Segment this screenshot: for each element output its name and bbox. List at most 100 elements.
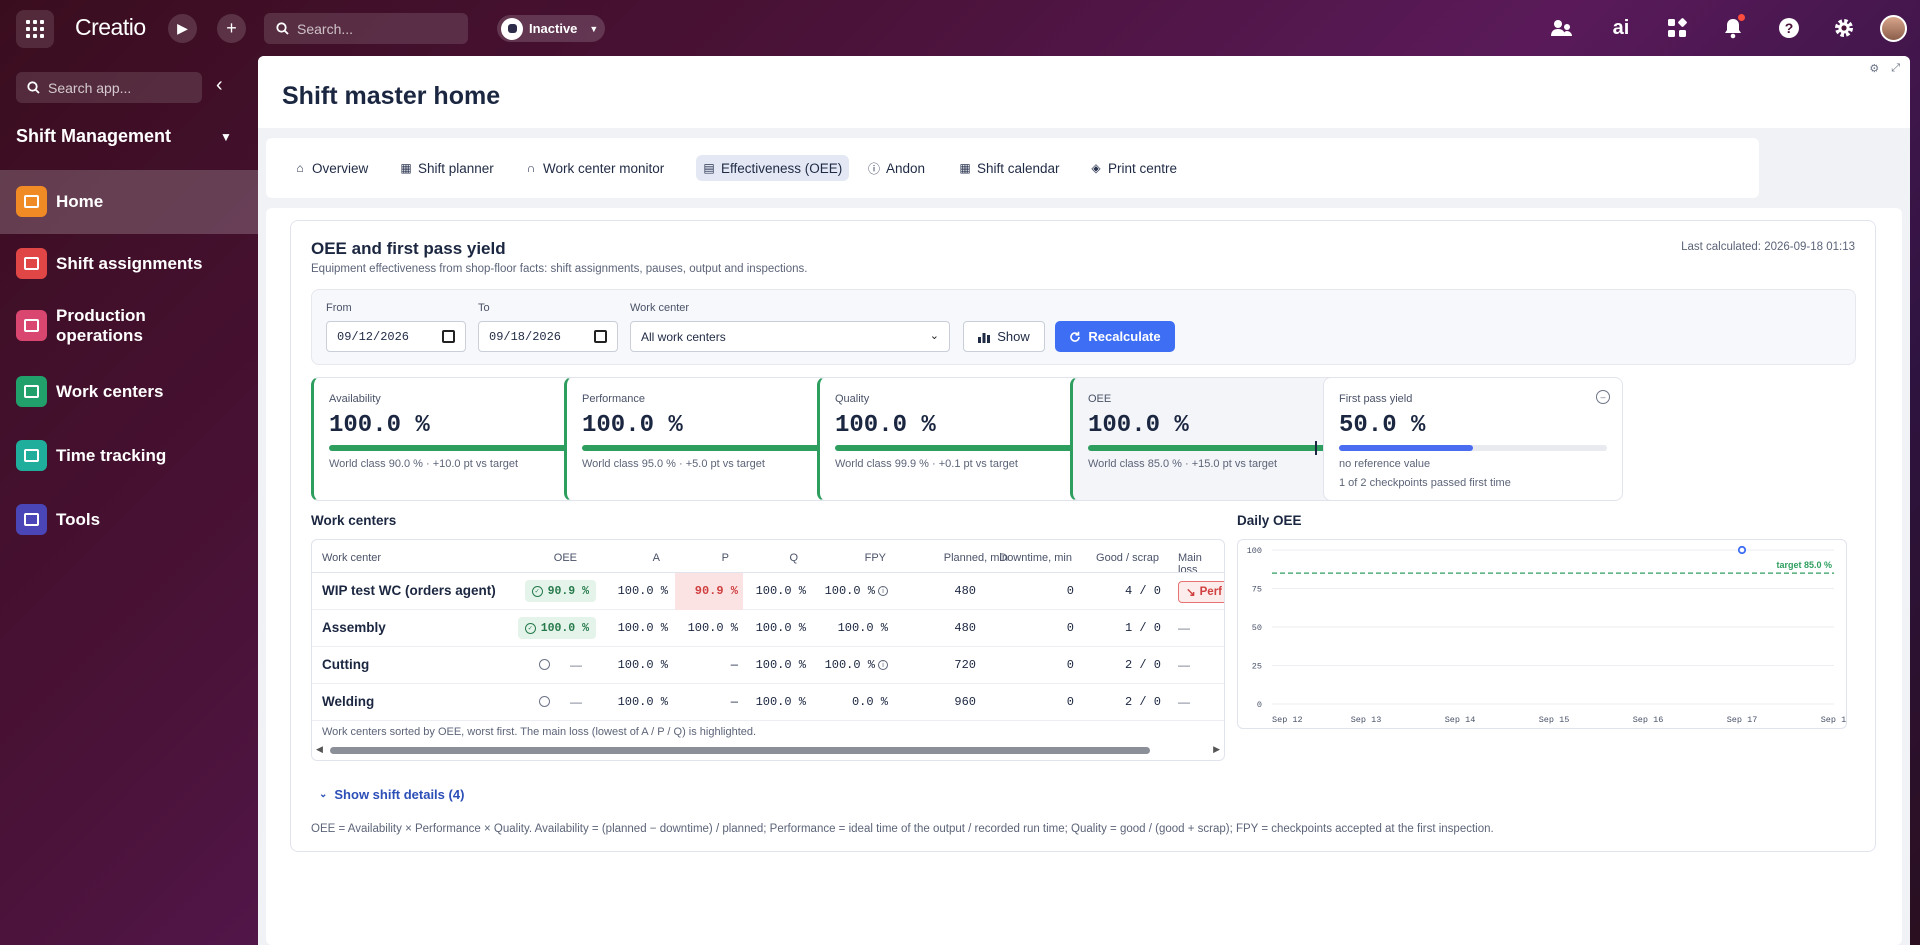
work-center-name[interactable]: WIP test WC (orders agent) bbox=[322, 583, 496, 598]
sidebar-item-production-operations[interactable]: Production operations bbox=[0, 298, 258, 354]
performance-value: — bbox=[730, 658, 738, 672]
scroll-right-arrow-icon[interactable]: ▶ bbox=[1213, 744, 1220, 754]
scrollbar-thumb[interactable] bbox=[330, 747, 1150, 754]
column-header[interactable]: Good / scrap bbox=[1096, 552, 1159, 564]
work-center-name[interactable]: Assembly bbox=[322, 620, 386, 635]
from-date-value: 09/12/2026 bbox=[337, 329, 410, 344]
kpi-label: Performance bbox=[582, 393, 645, 405]
table-row[interactable]: Assembly ✓ 100.0 % 100.0 % 100.0 % 100.0 … bbox=[312, 610, 1224, 647]
app-launcher-icon[interactable] bbox=[16, 10, 54, 48]
main-loss-value: — bbox=[1178, 621, 1190, 635]
column-header[interactable]: FPY bbox=[864, 552, 886, 564]
global-search-placeholder: Search... bbox=[297, 20, 354, 37]
fpy-value: 100.0 % i bbox=[825, 658, 888, 672]
to-date-input[interactable]: 09/18/2026 bbox=[478, 321, 618, 352]
column-header[interactable]: P bbox=[721, 552, 729, 564]
top-bar: Creatio ▶ + Search... Inactive ▼ ai ? bbox=[0, 0, 1920, 56]
sidebar-item-time-tracking[interactable]: Time tracking bbox=[0, 432, 258, 480]
expand-icon[interactable]: ⤢ bbox=[1891, 62, 1900, 74]
notifications-bell-icon[interactable] bbox=[1719, 14, 1747, 42]
scroll-left-arrow-icon[interactable]: ◀ bbox=[316, 744, 323, 754]
last-calculated: Last calculated: 2026-09-18 01:13 bbox=[1681, 241, 1855, 253]
run-process-button[interactable]: ▶ bbox=[168, 14, 197, 43]
tab-label: Effectiveness (OEE) bbox=[721, 160, 843, 176]
column-header[interactable]: A bbox=[652, 552, 660, 564]
info-icon[interactable]: i bbox=[878, 660, 888, 670]
tab-andon[interactable]: ⓘ Andon bbox=[861, 155, 932, 181]
workspace-title[interactable]: Shift Management bbox=[16, 126, 172, 146]
home-icon bbox=[16, 186, 47, 217]
oee-badge: ✓ 100.0 % bbox=[517, 617, 596, 639]
oee-empty: — bbox=[539, 695, 582, 709]
show-button[interactable]: Show bbox=[963, 321, 1045, 352]
tab-shift-planner[interactable]: ▦ Shift planner bbox=[393, 155, 501, 181]
ai-assistant-icon[interactable]: ai bbox=[1612, 16, 1630, 39]
kpi-progress-bar bbox=[1339, 445, 1607, 451]
column-header[interactable]: Main loss bbox=[1178, 552, 1202, 576]
table-row[interactable]: Cutting — 100.0 % — 100.0 % 100.0 % i 720… bbox=[312, 647, 1224, 684]
downtime-minutes: 0 bbox=[1066, 695, 1074, 709]
collaboration-icon[interactable] bbox=[1548, 14, 1576, 42]
y-tick-label: 100 bbox=[1247, 546, 1262, 556]
availability-value: 100.0 % bbox=[617, 584, 668, 598]
tab-label: Shift calendar bbox=[977, 160, 1060, 176]
global-search-input[interactable]: Search... bbox=[264, 13, 468, 44]
work-center-name[interactable]: Welding bbox=[322, 694, 375, 709]
sidebar-item-work-centers[interactable]: Work centers bbox=[0, 368, 258, 416]
apps-icon[interactable] bbox=[1663, 14, 1691, 42]
work-center-name[interactable]: Cutting bbox=[322, 657, 370, 672]
column-header[interactable]: Downtime, min bbox=[999, 552, 1072, 564]
settings-gear-icon[interactable] bbox=[1830, 14, 1858, 42]
main-loss-badge: ↘ Perf bbox=[1178, 581, 1224, 603]
tab-print-centre[interactable]: ◈ Print centre bbox=[1083, 155, 1184, 181]
operations-icon bbox=[16, 310, 47, 341]
sidebar-item-label: Home bbox=[56, 192, 104, 211]
from-date-input[interactable]: 09/12/2026 bbox=[326, 321, 466, 352]
table-note: Work centers sorted by OEE, worst first.… bbox=[322, 726, 757, 738]
notification-badge bbox=[1738, 14, 1745, 21]
table-row[interactable]: WIP test WC (orders agent) ✓ 90.9 % 100.0… bbox=[312, 573, 1224, 610]
kpi-label: First pass yield bbox=[1339, 393, 1413, 405]
quality-value: 100.0 % bbox=[755, 621, 806, 635]
collapse-sidebar-icon[interactable]: ‹ bbox=[216, 74, 223, 96]
sidebar-item-shift-assignments[interactable]: Shift assignments bbox=[0, 240, 258, 288]
tab-effectiveness-oee[interactable]: ▤ Effectiveness (OEE) bbox=[696, 155, 850, 181]
content-card: OEE and first pass yield Equipment effec… bbox=[266, 208, 1902, 945]
calendar-icon[interactable] bbox=[442, 330, 455, 343]
availability-value: 100.0 % bbox=[617, 658, 668, 672]
sidebar-item-label: Production operations bbox=[56, 306, 146, 345]
table-row[interactable]: Welding — 100.0 % — 100.0 % 0.0 % 960 0 … bbox=[312, 684, 1224, 721]
work-center-select[interactable]: All work centers ⌄ bbox=[630, 321, 950, 352]
sidebar-item-tools[interactable]: Tools bbox=[0, 496, 258, 544]
performance-value: — bbox=[730, 695, 738, 709]
recalculate-button[interactable]: Recalculate bbox=[1055, 321, 1175, 352]
horizontal-scrollbar[interactable]: ◀ ▶ bbox=[314, 744, 1222, 756]
show-shift-details-link[interactable]: ⌄ Show shift details (4) bbox=[319, 787, 464, 802]
minus-circle-icon bbox=[539, 659, 550, 670]
chart-title: Daily OEE bbox=[1237, 513, 1302, 528]
main-loss-highlight bbox=[675, 573, 743, 610]
workspace-caret-icon[interactable]: ▼ bbox=[220, 130, 232, 144]
sidebar-item-label: Time tracking bbox=[56, 446, 167, 465]
quality-value: 100.0 % bbox=[755, 584, 806, 598]
column-header[interactable]: Work center bbox=[322, 552, 382, 564]
check-circle-icon: ✓ bbox=[531, 585, 543, 597]
sidebar-item-home[interactable]: Home bbox=[0, 170, 258, 234]
column-header[interactable]: OEE bbox=[553, 552, 577, 564]
add-button[interactable]: + bbox=[217, 14, 246, 43]
column-header[interactable]: Q bbox=[789, 552, 798, 564]
tab-label: Shift planner bbox=[418, 160, 494, 176]
tab-work-center-monitor[interactable]: ∩ Work center monitor bbox=[518, 155, 671, 181]
kpi-progress-fill bbox=[1088, 445, 1356, 451]
tab-overview[interactable]: ⌂ Overview bbox=[287, 155, 375, 181]
calendar-icon[interactable] bbox=[594, 330, 607, 343]
status-dropdown[interactable]: Inactive ▼ bbox=[497, 15, 605, 42]
settings-gear-icon[interactable]: ⚙ bbox=[1869, 63, 1880, 75]
help-icon[interactable]: ? bbox=[1775, 14, 1803, 42]
kpi-progress-fill bbox=[329, 445, 597, 451]
app-search-input[interactable]: Search app... bbox=[16, 72, 202, 103]
info-icon[interactable]: i bbox=[878, 586, 888, 596]
user-avatar[interactable] bbox=[1880, 15, 1907, 42]
tab-shift-calendar[interactable]: ▦ Shift calendar bbox=[952, 155, 1067, 181]
column-header[interactable]: Planned, min bbox=[943, 552, 1008, 564]
